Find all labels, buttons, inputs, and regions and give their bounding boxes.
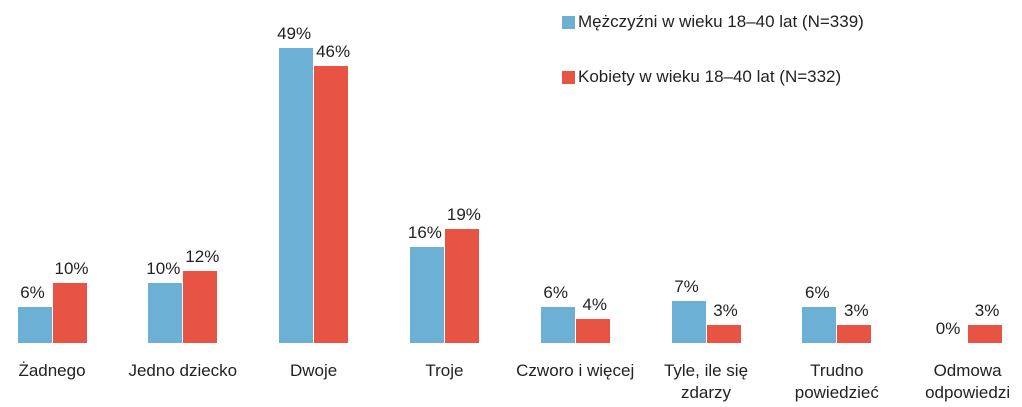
legend-label: Kobiety w wieku 18–40 lat (N=332) [578, 67, 842, 86]
bar [183, 270, 218, 343]
data-label: 19% [446, 204, 481, 224]
bar [837, 324, 872, 343]
bar [444, 228, 479, 343]
data-label: 6% [543, 282, 568, 302]
bar [802, 306, 837, 343]
data-label: 12% [185, 246, 220, 266]
data-label: 3% [974, 300, 1000, 320]
x-tick-label: Troje [425, 361, 464, 380]
x-tick-label: Odmowa odpowiedzi [925, 361, 1011, 402]
x-tick-label: Jedno dziecko [128, 361, 238, 380]
data-label: 7% [674, 276, 699, 296]
bar [540, 306, 575, 343]
data-label: 6% [805, 282, 830, 302]
x-tick-label: Czworo i więcej [516, 361, 635, 380]
x-tick-label: Żadnego [18, 361, 86, 380]
data-label: 6% [20, 282, 45, 302]
data-label: 3% [844, 300, 869, 320]
x-tick-label: Trudno powiedzieć [794, 361, 879, 402]
data-label: 10% [54, 258, 89, 278]
data-label: 0% [935, 319, 961, 338]
bar [968, 324, 1003, 343]
data-label: 3% [713, 300, 738, 320]
bar [148, 282, 183, 343]
legend-swatch [562, 71, 575, 84]
bar [52, 282, 87, 343]
data-label: 4% [582, 294, 607, 314]
bar [314, 66, 349, 343]
x-tick-label: Dwoje [289, 361, 338, 380]
bar [279, 48, 314, 343]
bar [575, 318, 610, 343]
data-label: 46% [316, 42, 351, 62]
legend-label: Mężczyźni w wieku 18–40 lat (N=339) [578, 12, 864, 31]
x-tick-label: Tyle, ile się zdarzy [663, 361, 749, 402]
data-label: 16% [407, 222, 442, 242]
legend-swatch [562, 16, 575, 29]
bar [17, 306, 52, 343]
bar [706, 324, 741, 343]
bar [409, 246, 444, 343]
bar [671, 300, 706, 343]
data-label: 49% [277, 24, 312, 43]
data-label: 10% [146, 258, 181, 278]
